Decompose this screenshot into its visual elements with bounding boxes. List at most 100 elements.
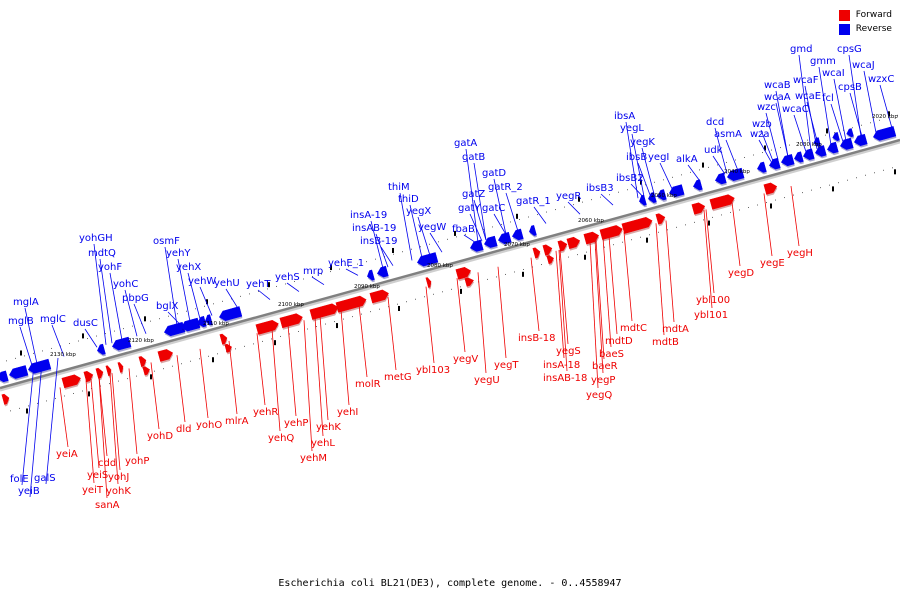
forward-gene-label: yegP — [591, 375, 615, 386]
leader-line — [793, 114, 807, 153]
ruler-major-tick — [770, 203, 772, 209]
ruler-tick — [843, 129, 844, 131]
reverse-gene-label: pbpG — [122, 293, 149, 304]
leader-line — [167, 311, 181, 325]
forward-gene-label: yehK — [316, 422, 341, 433]
ruler-tick — [613, 244, 614, 246]
ruler-major-tick — [392, 247, 394, 253]
forward-gene-label: yehM — [300, 453, 327, 464]
genome-axis — [0, 138, 900, 392]
ruler-tick — [690, 171, 691, 173]
ruler-tick — [114, 330, 115, 332]
ruler-tick — [780, 147, 781, 149]
forward-gene-label: yegT — [494, 360, 519, 371]
ruler-tick — [154, 370, 155, 372]
forward-gene-arrow — [83, 371, 94, 384]
forward-gene-label: molR — [355, 379, 381, 390]
reverse-gene-label: yegR — [556, 191, 581, 202]
reverse-gene-arrow — [715, 172, 727, 186]
leader-line — [630, 183, 644, 198]
forward-gene-label: ybl103 — [416, 365, 450, 376]
ruler-tick — [163, 368, 164, 370]
reverse-gene-label: udk — [704, 145, 723, 156]
reverse-gene-arrow — [417, 252, 439, 269]
ruler-major-tick — [82, 333, 84, 339]
leader-line — [456, 278, 466, 353]
reverse-gene-label: asmA — [714, 129, 742, 140]
leader-line — [99, 258, 113, 344]
ruler-major-tick — [206, 299, 208, 305]
kbp-label: 2080 kbp — [427, 263, 453, 269]
forward-gene-label: sanA — [95, 500, 120, 511]
ruler-tick — [744, 156, 745, 158]
ruler-tick — [496, 276, 497, 278]
ruler-tick — [564, 206, 565, 208]
ruler-tick — [37, 402, 38, 404]
ruler-major-tick — [268, 282, 270, 288]
reverse-gene-label: gmm — [810, 56, 836, 67]
ruler-tick — [330, 271, 331, 273]
forward-gene-label: insA-18 — [543, 360, 580, 371]
leader-line — [567, 201, 581, 215]
reverse-gene-arrow — [219, 306, 243, 323]
reverse-gene-arrow — [669, 184, 685, 199]
reverse-gene-arrow — [815, 145, 827, 159]
ruler-tick — [762, 152, 763, 154]
ruler-tick — [402, 251, 403, 253]
gene-features — [0, 126, 897, 407]
forward-gene-label: yeiS — [87, 470, 108, 481]
ruler-tick — [429, 243, 430, 245]
forward-gene-label: cdd — [98, 458, 116, 469]
reverse-gene-label: yehX — [176, 262, 201, 273]
leader-line — [409, 204, 423, 258]
ruler-tick — [118, 380, 119, 382]
reverse-gene-arrow — [377, 265, 389, 280]
reverse-gene-label: ibsB3 — [586, 183, 614, 194]
axis-line — [0, 138, 900, 390]
ruler-tick — [582, 201, 583, 203]
reverse-gene-label: thiD — [398, 194, 419, 205]
forward-gene-arrow — [655, 213, 666, 227]
ruler-tick — [793, 194, 794, 196]
leader-line — [417, 216, 431, 256]
ruler-tick — [645, 184, 646, 186]
ruler-tick — [78, 340, 79, 342]
leader-line — [85, 380, 95, 484]
reverse-gene-label: gatD — [482, 168, 506, 179]
reverse-gene-arrow — [498, 231, 512, 246]
ruler-tick — [870, 122, 871, 124]
reverse-gene-label: wcaB — [764, 80, 791, 91]
leader-line — [505, 192, 519, 232]
ruler-tick — [474, 231, 475, 233]
ruler-tick — [640, 236, 641, 238]
forward-gene-label: ybl101 — [694, 310, 728, 321]
forward-gene-arrow — [335, 295, 367, 315]
leader-line — [493, 178, 507, 235]
leader-line — [128, 368, 138, 455]
forward-gene-label: yohJ — [108, 472, 129, 483]
ruler-tick — [406, 301, 407, 303]
legend: Forward Reverse — [838, 8, 892, 36]
leader-line — [477, 272, 487, 374]
ruler-tick — [555, 209, 556, 211]
ruler-tick — [222, 300, 223, 302]
forward-gene-label: baeR — [592, 361, 618, 372]
reverse-gene-label: mglB — [8, 316, 34, 327]
leader-line — [559, 249, 569, 345]
forward-gene-arrow — [599, 225, 623, 242]
ruler-tick — [505, 273, 506, 275]
ruler-tick — [649, 234, 650, 236]
reverse-gene-label: wzxC — [868, 74, 894, 85]
ruler-major-tick — [764, 145, 766, 151]
ruler-tick — [672, 176, 673, 178]
ruler-major-tick — [894, 169, 896, 175]
reverse-gene-arrow — [28, 358, 52, 376]
ruler-tick — [874, 172, 875, 174]
leader-line — [21, 364, 35, 486]
reverse-gene-arrow — [512, 228, 524, 242]
ruler-tick — [177, 313, 178, 315]
ruler-tick — [568, 256, 569, 258]
ruler-tick — [379, 308, 380, 310]
ruler-tick — [784, 197, 785, 199]
